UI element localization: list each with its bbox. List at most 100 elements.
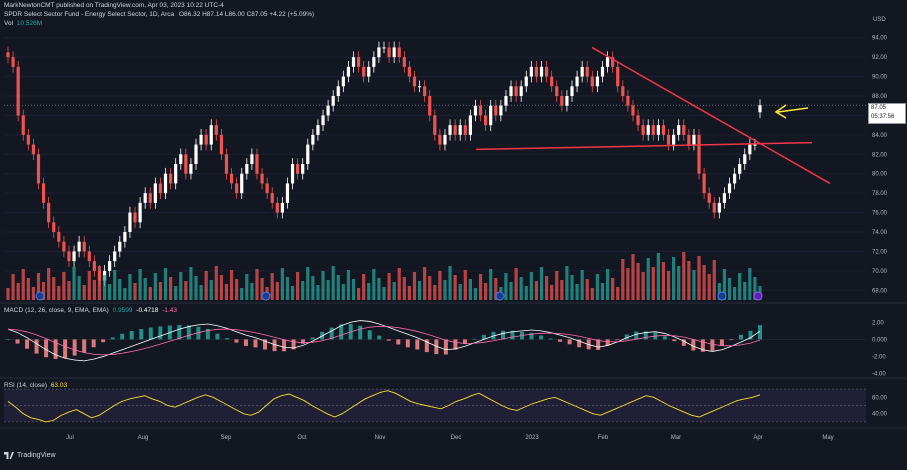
macd-histogram-bar <box>434 339 439 355</box>
candle-body <box>184 154 188 174</box>
candle-body <box>235 183 239 194</box>
candle-body <box>290 164 295 184</box>
volume-bar <box>47 268 51 300</box>
time-axis-label: Nov <box>375 435 386 441</box>
candle-body <box>570 86 574 96</box>
volume-bar <box>306 267 310 300</box>
macd-value-2: -0.4718 <box>136 307 159 314</box>
macd-histogram-bar <box>577 339 582 348</box>
macd-histogram-bar <box>691 339 696 351</box>
candle-body <box>62 241 66 252</box>
volume-bar <box>412 272 417 300</box>
macd-histogram-bar <box>205 328 210 340</box>
volume-bar <box>285 277 290 300</box>
volume-bar <box>311 276 315 300</box>
macd-histogram-bar <box>643 331 648 340</box>
macd-histogram-bar <box>605 339 610 346</box>
volume-bar <box>209 280 213 300</box>
signal-line <box>7 325 761 356</box>
candle-body <box>250 154 254 164</box>
candle-body <box>519 86 523 96</box>
macd-histogram-bar <box>158 326 163 340</box>
macd-histogram-bar <box>310 337 315 340</box>
volume-bar <box>321 271 325 300</box>
candle-body <box>16 66 20 116</box>
volume-bar <box>326 280 330 300</box>
candle-body <box>118 241 122 252</box>
volume-bar <box>219 275 224 300</box>
candle-body <box>412 76 417 87</box>
candle-body <box>478 105 483 116</box>
candle-body <box>626 96 630 106</box>
volume-bar <box>52 277 56 300</box>
macd-histogram-bar <box>443 339 448 355</box>
volume-bar <box>372 269 376 300</box>
candle-body <box>697 134 701 174</box>
macd-tick-label: 0.000 <box>872 337 888 343</box>
volume-bar <box>473 288 478 300</box>
volume-bar <box>600 283 605 300</box>
tradingview-brand[interactable]: TradingView <box>4 452 56 459</box>
candle-body <box>265 183 269 194</box>
macd-label: MACD (12, 26, close, 9, EMA, EMA) <box>4 307 109 314</box>
price-tick-label: 92.00 <box>872 55 888 61</box>
candle-body <box>717 202 721 213</box>
candle-body <box>611 57 615 67</box>
volume-bar <box>555 271 559 300</box>
volume-bar <box>702 265 706 300</box>
volume-bar <box>362 274 366 300</box>
candle-body <box>245 164 249 174</box>
rsi-tick-label: 60.00 <box>872 395 888 401</box>
macd-histogram-bar <box>377 335 382 340</box>
volume-bar <box>717 283 721 300</box>
candle-body <box>453 125 457 135</box>
time-axis-label: Aug <box>138 435 149 441</box>
macd-histogram-bar <box>177 324 182 340</box>
candle-body <box>362 66 366 77</box>
macd-histogram-bar <box>405 339 410 348</box>
price-tick-label: 90.00 <box>872 75 888 81</box>
ohlc-values: O86.32 H87.14 L86.00 C87.05 +4.22 (+5.09… <box>178 11 315 18</box>
volume-bar <box>580 270 584 300</box>
price-tick-label: 78.00 <box>872 191 888 197</box>
time-axis-label: Sep <box>221 435 232 441</box>
price-tick-label: 94.00 <box>872 36 888 42</box>
candle-body <box>504 96 508 106</box>
candle-body <box>722 193 727 203</box>
macd-histogram-bar <box>624 334 629 340</box>
rsi-legend: RSI (14, close) 63.03 <box>4 382 67 389</box>
price-tick-label: 88.00 <box>872 94 888 100</box>
candle-body <box>341 76 345 87</box>
candle-body <box>458 125 462 135</box>
macd-tick-label: 2.00 <box>872 320 884 326</box>
candle-body <box>732 173 737 184</box>
volume-bar <box>407 286 412 300</box>
candle-body <box>636 115 640 126</box>
macd-histogram-bar <box>91 339 96 348</box>
macd-histogram-bar <box>558 339 563 342</box>
price-tick-label: 80.00 <box>872 172 888 178</box>
macd-histogram-bar <box>615 339 620 341</box>
volume-bar <box>453 275 457 300</box>
macd-histogram-bar <box>567 339 572 345</box>
volume-bar <box>194 276 198 300</box>
price-tick-label: 84.00 <box>872 133 888 139</box>
candle-body <box>631 105 635 116</box>
candle-body <box>743 154 747 164</box>
volume-bar <box>712 260 716 300</box>
volume-bar <box>692 270 696 300</box>
volume-bar <box>143 278 147 300</box>
candle-body <box>590 76 594 87</box>
volume-value: 10.526M <box>16 20 43 27</box>
candle-body <box>77 241 81 252</box>
volume-bar <box>707 274 711 300</box>
macd-histogram-bar <box>548 338 553 340</box>
rsi-tick-label: 40.00 <box>872 412 888 418</box>
volume-bar <box>621 259 625 300</box>
volume-bar <box>478 274 483 300</box>
candle-body <box>651 125 655 135</box>
candle-body <box>82 241 86 252</box>
candle-body <box>392 47 396 58</box>
